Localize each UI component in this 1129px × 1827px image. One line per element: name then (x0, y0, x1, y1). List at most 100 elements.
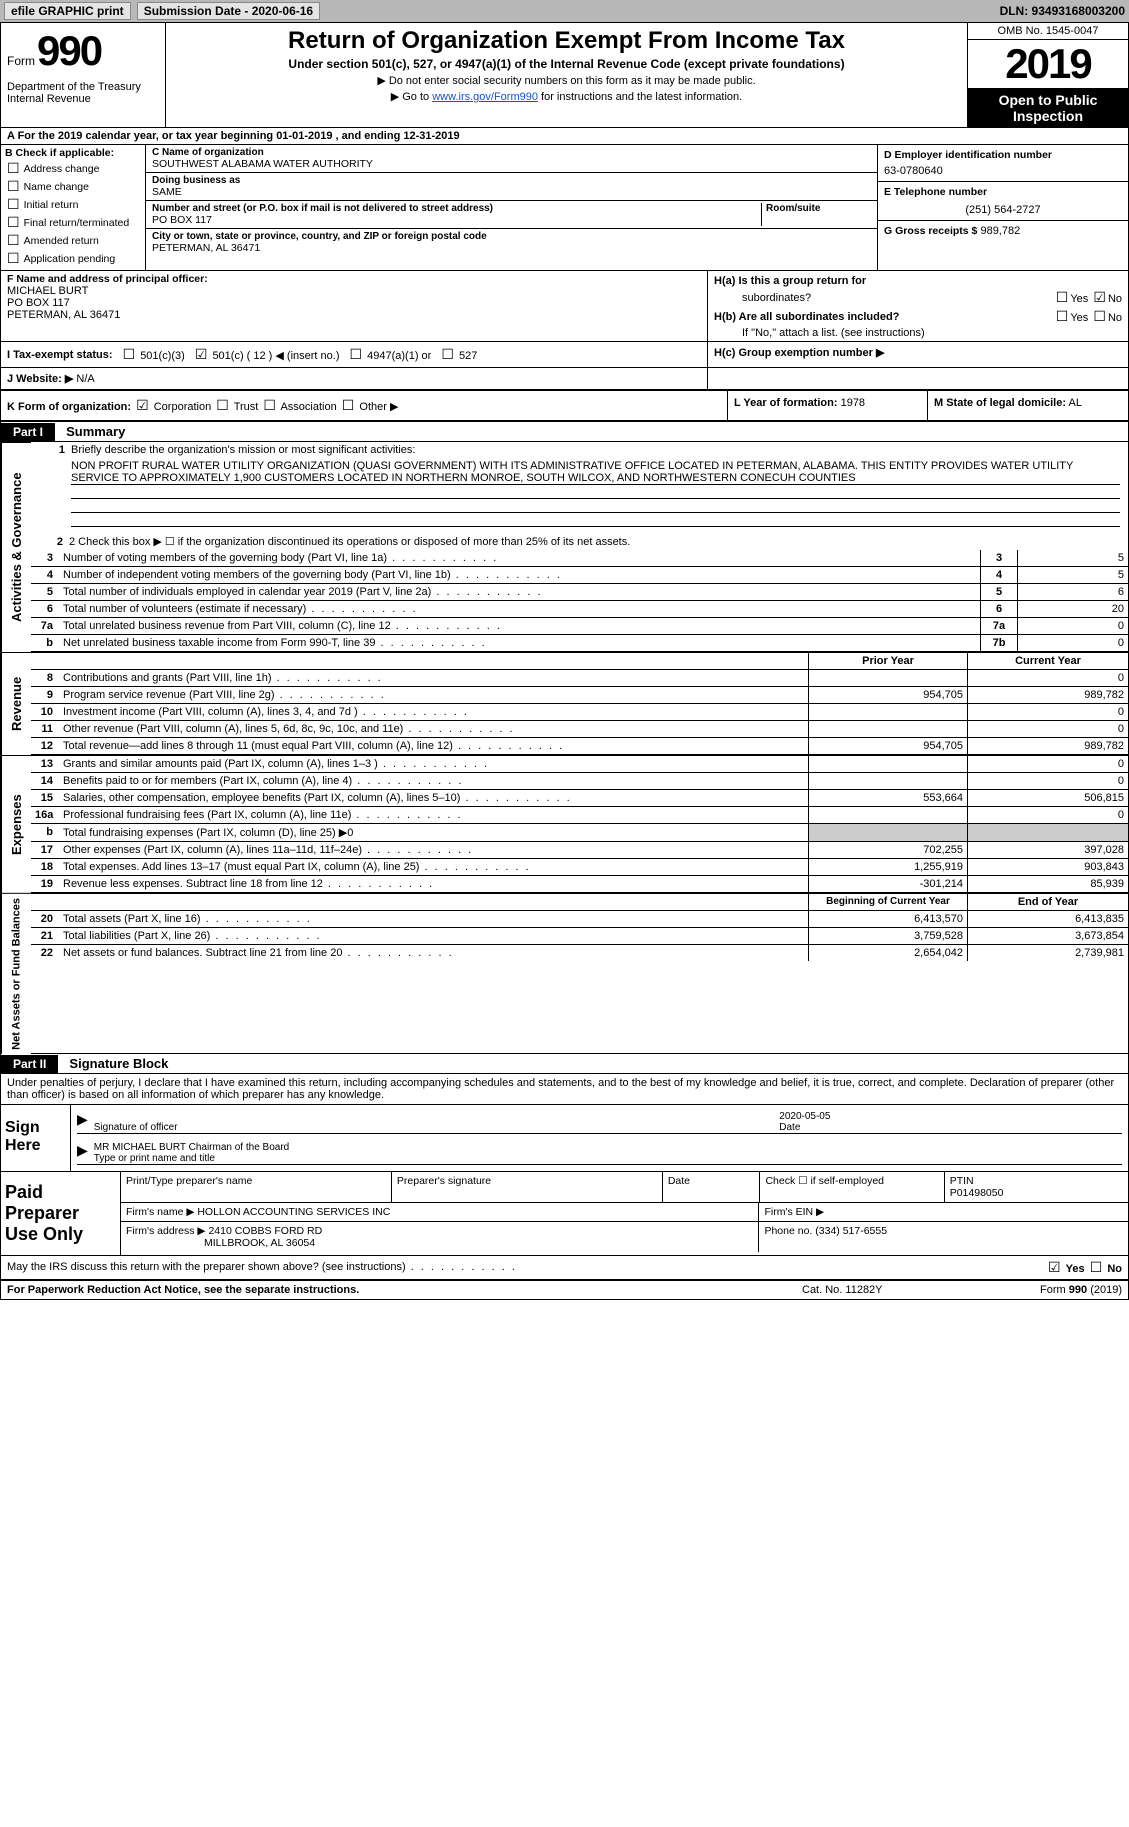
na-py-hdr: Beginning of Current Year (808, 893, 968, 910)
line-key: 5 (980, 583, 1018, 600)
cy-hdr: Current Year (968, 652, 1128, 669)
form-title: Return of Organization Exempt From Incom… (174, 27, 959, 55)
row-a: A For the 2019 calendar year, or tax yea… (1, 128, 1128, 145)
rev-section: Revenue Prior Year Current Year 8 Contri… (1, 652, 1128, 755)
line-desc: Number of voting members of the governin… (59, 550, 980, 566)
chk-corp[interactable] (134, 401, 151, 413)
j-label: J Website: ▶ (7, 373, 73, 385)
chk-501c[interactable] (193, 350, 210, 362)
line-key: 7a (980, 617, 1018, 634)
line2: 2 Check this box ▶ ☐ if the organization… (69, 535, 1124, 548)
m-label: M State of legal domicile: (934, 397, 1066, 409)
chk-address[interactable] (5, 160, 22, 177)
note2-link[interactable]: www.irs.gov/Form990 (432, 91, 538, 103)
line-num: b (31, 823, 59, 841)
chk-hb-no[interactable] (1091, 312, 1108, 324)
hc: H(c) Group exemption number ▶ (714, 347, 884, 359)
g-label: G Gross receipts $ (884, 225, 977, 237)
part2-header: Part II Signature Block (1, 1054, 1128, 1074)
chk-501c3[interactable] (121, 350, 138, 362)
firm-name-l: Firm's name ▶ (126, 1206, 194, 1218)
line-cy (968, 823, 1128, 841)
line-num: 6 (31, 600, 59, 617)
chk-amended[interactable] (5, 232, 22, 249)
line-py (808, 669, 968, 686)
chk-name[interactable] (5, 178, 22, 195)
line-num: 5 (31, 583, 59, 600)
line-num: 14 (31, 772, 59, 789)
row-tax-status: I Tax-exempt status: 501(c)(3) 501(c) ( … (1, 342, 1128, 368)
box-h: H(a) Is this a group return for subordin… (708, 271, 1128, 341)
gov-section: Activities & Governance 1 Briefly descri… (1, 442, 1128, 652)
line-cy: 0 (968, 703, 1128, 720)
dept-label: Department of the Treasury Internal Reve… (7, 81, 159, 105)
prep-h4a: Check ☐ if self-employed (765, 1175, 884, 1187)
line-py: 702,255 (808, 841, 968, 858)
line-desc: Total number of volunteers (estimate if … (59, 600, 980, 617)
line-num: 17 (31, 841, 59, 858)
e-value: (251) 564-2727 (884, 204, 1122, 216)
form-label: Form (7, 54, 35, 68)
chk-hb-yes[interactable] (1054, 312, 1071, 324)
note2-pre: Go to (391, 91, 432, 103)
final-footer: For Paperwork Reduction Act Notice, see … (1, 1281, 1128, 1299)
chk-assoc[interactable] (261, 401, 278, 413)
na-cy-hdr: End of Year (968, 893, 1128, 910)
chk-pending[interactable] (5, 250, 22, 267)
prep-h3: Date (668, 1175, 690, 1187)
chk-final[interactable] (5, 214, 22, 231)
chk-4947[interactable] (348, 350, 365, 362)
chk-irs-yes[interactable] (1046, 1263, 1063, 1275)
chk-ha-no[interactable] (1091, 293, 1108, 305)
firm-ein-l: Firm's EIN ▶ (764, 1206, 824, 1218)
line-desc: Number of independent voting members of … (59, 566, 980, 583)
phone-v: (334) 517-6555 (815, 1225, 887, 1237)
header-right: OMB No. 1545-0047 2019 Open to Public In… (968, 23, 1128, 127)
o4: 527 (459, 350, 477, 362)
line-cy: 0 (968, 806, 1128, 823)
firm-addr1: 2410 COBBS FORD RD (208, 1225, 322, 1237)
opt-initial: Initial return (24, 199, 79, 211)
signature-block: Under penalties of perjury, I declare th… (1, 1074, 1128, 1256)
k-assoc: Association (280, 401, 336, 413)
line-desc: Salaries, other compensation, employee b… (59, 789, 808, 806)
chk-initial[interactable] (5, 196, 22, 213)
na-section: Net Assets or Fund Balances Beginning of… (1, 893, 1128, 1054)
line-desc: Investment income (Part VIII, column (A)… (59, 703, 808, 720)
line-key: 4 (980, 566, 1018, 583)
yes2: Yes (1070, 312, 1088, 324)
sig-intro: Under penalties of perjury, I declare th… (1, 1074, 1128, 1105)
page: Form 990 Department of the Treasury Inte… (0, 22, 1129, 1300)
line-cy: 397,028 (968, 841, 1128, 858)
line-desc: Grants and similar amounts paid (Part IX… (59, 755, 808, 772)
mission-label: Briefly describe the organization's miss… (71, 444, 1124, 456)
l-val: 1978 (841, 397, 865, 409)
line-num: 22 (31, 944, 59, 961)
line-num: 12 (31, 737, 59, 754)
form-subtitle: Under section 501(c), 527, or 4947(a)(1)… (174, 57, 959, 71)
opt-address: Address change (24, 163, 100, 175)
line-num: 15 (31, 789, 59, 806)
chk-irs-no[interactable] (1088, 1263, 1105, 1275)
line-py: 3,759,528 (808, 927, 968, 944)
line-num: 18 (31, 858, 59, 875)
line-desc: Total number of individuals employed in … (59, 583, 980, 600)
line-py: -301,214 (808, 875, 968, 892)
chk-other[interactable] (340, 401, 357, 413)
chk-527[interactable] (439, 350, 456, 362)
line-py (808, 703, 968, 720)
submission-btn[interactable]: Submission Date - 2020-06-16 (137, 2, 320, 20)
line-val: 5 (1018, 566, 1128, 583)
chk-trust[interactable] (214, 401, 231, 413)
line-cy: 0 (968, 669, 1128, 686)
chk-ha-yes[interactable] (1054, 293, 1071, 305)
line-desc: Other revenue (Part VIII, column (A), li… (59, 720, 808, 737)
line-num: 20 (31, 910, 59, 927)
firm-addr2: MILLBROOK, AL 36054 (126, 1237, 315, 1249)
line-cy: 0 (968, 772, 1128, 789)
line-desc: Professional fundraising fees (Part IX, … (59, 806, 808, 823)
rev-header: Prior Year Current Year (31, 652, 1128, 669)
phone-l: Phone no. (764, 1225, 812, 1237)
efile-btn[interactable]: efile GRAPHIC print (4, 2, 131, 20)
line-cy: 989,782 (968, 686, 1128, 703)
